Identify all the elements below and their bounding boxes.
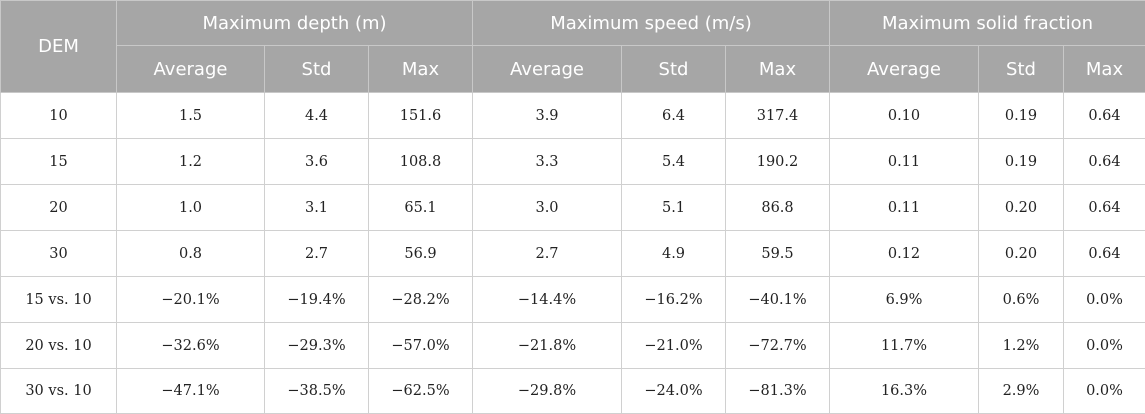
value-cell: −38.5% <box>265 369 369 414</box>
header-depth-max: Max <box>369 46 473 93</box>
dem-cell: 30 <box>1 231 117 277</box>
dem-cell: 20 <box>1 185 117 231</box>
value-cell: 0.11 <box>830 139 979 185</box>
value-cell: 2.7 <box>473 231 622 277</box>
value-cell: −40.1% <box>726 277 830 323</box>
value-cell: 1.0 <box>117 185 265 231</box>
value-cell: 3.1 <box>265 185 369 231</box>
header-row-stats: Average Std Max Average Std Max Average … <box>1 46 1145 93</box>
header-dem: DEM <box>1 1 117 93</box>
dem-cell: 30 vs. 10 <box>1 369 117 414</box>
value-cell: 16.3% <box>830 369 979 414</box>
dem-cell: 10 <box>1 93 117 139</box>
table-row: 20 vs. 10−32.6%−29.3%−57.0%−21.8%−21.0%−… <box>1 323 1145 369</box>
value-cell: 0.12 <box>830 231 979 277</box>
value-cell: −14.4% <box>473 277 622 323</box>
value-cell: 0.10 <box>830 93 979 139</box>
value-cell: 3.9 <box>473 93 622 139</box>
table-row: 30 vs. 10−47.1%−38.5%−62.5%−29.8%−24.0%−… <box>1 369 1145 414</box>
value-cell: 3.6 <box>265 139 369 185</box>
value-cell: 0.64 <box>1064 231 1145 277</box>
header-solid-average: Average <box>830 46 979 93</box>
value-cell: 4.4 <box>265 93 369 139</box>
value-cell: 0.20 <box>979 231 1064 277</box>
dem-cell: 20 vs. 10 <box>1 323 117 369</box>
header-speed-max: Max <box>726 46 830 93</box>
value-cell: −20.1% <box>117 277 265 323</box>
header-max-speed: Maximum speed (m/s) <box>473 1 830 46</box>
value-cell: −57.0% <box>369 323 473 369</box>
value-cell: 108.8 <box>369 139 473 185</box>
header-row-groups: DEM Maximum depth (m) Maximum speed (m/s… <box>1 1 1145 46</box>
dem-cell: 15 <box>1 139 117 185</box>
value-cell: 2.9% <box>979 369 1064 414</box>
value-cell: −16.2% <box>622 277 726 323</box>
value-cell: 0.20 <box>979 185 1064 231</box>
value-cell: 1.5 <box>117 93 265 139</box>
value-cell: 0.0% <box>1064 277 1145 323</box>
header-depth-average: Average <box>117 46 265 93</box>
value-cell: −21.8% <box>473 323 622 369</box>
value-cell: 6.9% <box>830 277 979 323</box>
dem-cell: 15 vs. 10 <box>1 277 117 323</box>
value-cell: 3.0 <box>473 185 622 231</box>
value-cell: 0.6% <box>979 277 1064 323</box>
value-cell: 0.8 <box>117 231 265 277</box>
value-cell: −62.5% <box>369 369 473 414</box>
value-cell: 0.64 <box>1064 185 1145 231</box>
value-cell: 3.3 <box>473 139 622 185</box>
header-max-depth: Maximum depth (m) <box>117 1 473 46</box>
header-solid-std: Std <box>979 46 1064 93</box>
value-cell: −19.4% <box>265 277 369 323</box>
value-cell: −72.7% <box>726 323 830 369</box>
header-depth-std: Std <box>265 46 369 93</box>
value-cell: 65.1 <box>369 185 473 231</box>
value-cell: −29.3% <box>265 323 369 369</box>
value-cell: 0.64 <box>1064 93 1145 139</box>
value-cell: 0.19 <box>979 139 1064 185</box>
value-cell: 1.2 <box>117 139 265 185</box>
value-cell: −81.3% <box>726 369 830 414</box>
value-cell: −32.6% <box>117 323 265 369</box>
header-speed-average: Average <box>473 46 622 93</box>
value-cell: 2.7 <box>265 231 369 277</box>
value-cell: 0.19 <box>979 93 1064 139</box>
table-row: 15 vs. 10−20.1%−19.4%−28.2%−14.4%−16.2%−… <box>1 277 1145 323</box>
value-cell: 6.4 <box>622 93 726 139</box>
value-cell: 4.9 <box>622 231 726 277</box>
value-cell: −47.1% <box>117 369 265 414</box>
value-cell: 0.0% <box>1064 323 1145 369</box>
value-cell: 86.8 <box>726 185 830 231</box>
value-cell: 317.4 <box>726 93 830 139</box>
value-cell: 56.9 <box>369 231 473 277</box>
value-cell: 59.5 <box>726 231 830 277</box>
header-max-solid-fraction: Maximum solid fraction <box>830 1 1145 46</box>
value-cell: 0.64 <box>1064 139 1145 185</box>
value-cell: 0.11 <box>830 185 979 231</box>
value-cell: 5.4 <box>622 139 726 185</box>
header-speed-std: Std <box>622 46 726 93</box>
value-cell: −28.2% <box>369 277 473 323</box>
value-cell: −24.0% <box>622 369 726 414</box>
value-cell: 0.0% <box>1064 369 1145 414</box>
value-cell: −21.0% <box>622 323 726 369</box>
value-cell: 11.7% <box>830 323 979 369</box>
header-solid-max: Max <box>1064 46 1145 93</box>
value-cell: 1.2% <box>979 323 1064 369</box>
value-cell: −29.8% <box>473 369 622 414</box>
value-cell: 151.6 <box>369 93 473 139</box>
value-cell: 190.2 <box>726 139 830 185</box>
value-cell: 5.1 <box>622 185 726 231</box>
